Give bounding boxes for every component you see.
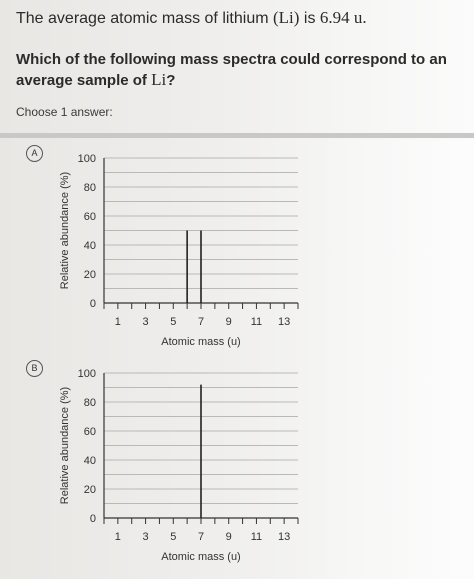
- option-b-radio[interactable]: B: [26, 360, 43, 377]
- question-is: is: [299, 10, 320, 27]
- divider: [0, 133, 474, 138]
- y-tick-label: 0: [90, 298, 96, 310]
- x-tick-label: 13: [278, 316, 290, 328]
- x-tick-label: 3: [143, 316, 149, 328]
- prompt-text: Which of the following mass spectra coul…: [16, 51, 447, 89]
- x-tick-label: 11: [251, 531, 262, 543]
- y-tick-label: 40: [84, 455, 96, 467]
- x-tick-label: 7: [198, 316, 204, 328]
- y-tick-label: 20: [84, 269, 96, 281]
- x-tick-label: 9: [226, 316, 232, 328]
- x-tick-label: 5: [170, 531, 176, 543]
- option-a-radio[interactable]: A: [26, 145, 43, 162]
- prompt-element-symbol: Li: [151, 70, 167, 89]
- x-tick-label: 7: [198, 531, 204, 543]
- x-axis-title: Atomic mass (u): [161, 336, 240, 348]
- y-tick-label: 100: [78, 368, 96, 380]
- y-tick-label: 0: [90, 513, 96, 525]
- y-tick-label: 20: [84, 484, 96, 496]
- y-axis-title: Relative abundance (%): [59, 387, 71, 504]
- background-glare: [300, 140, 474, 579]
- x-axis-title: Atomic mass (u): [161, 551, 240, 563]
- x-tick-label: 1: [115, 316, 121, 328]
- x-tick-label: 3: [143, 531, 149, 543]
- x-tick-label: 9: [226, 531, 232, 543]
- y-tick-label: 100: [78, 153, 96, 165]
- y-tick-label: 60: [84, 426, 96, 438]
- x-tick-label: 1: [115, 531, 121, 543]
- x-tick-label: 5: [170, 316, 176, 328]
- question-statement: The average atomic mass of lithium (Li) …: [16, 8, 367, 28]
- x-tick-label: 13: [278, 531, 290, 543]
- choose-instruction: Choose 1 answer:: [16, 105, 113, 119]
- question-text: The average atomic mass of lithium: [16, 10, 273, 27]
- y-tick-label: 80: [84, 397, 96, 409]
- y-tick-label: 40: [84, 240, 96, 252]
- atomic-mass-value: 6.94 u.: [319, 8, 367, 27]
- y-tick-label: 80: [84, 182, 96, 194]
- y-axis-title: Relative abundance (%): [59, 172, 71, 289]
- question-prompt: Which of the following mass spectra coul…: [16, 50, 466, 91]
- prompt-end: ?: [166, 72, 176, 89]
- x-tick-label: 11: [251, 316, 262, 328]
- y-tick-label: 60: [84, 211, 96, 223]
- element-symbol: (Li): [273, 8, 300, 27]
